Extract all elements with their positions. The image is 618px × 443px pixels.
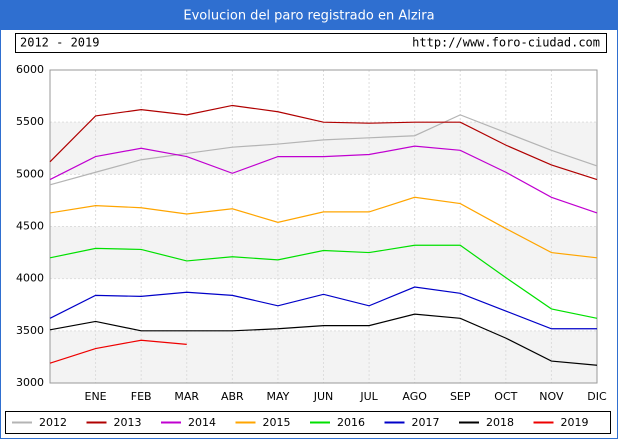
series-line (49, 286, 597, 330)
series-line (49, 114, 598, 186)
series-line (49, 339, 187, 364)
legend-label: 2019 (561, 416, 589, 429)
x-tick-label: DIC (587, 390, 607, 403)
legend-label: 2017 (412, 416, 440, 429)
legend-label: 2013 (114, 416, 142, 429)
x-tick-label: OCT (494, 390, 517, 403)
series-line (49, 313, 598, 366)
y-tick-label: 3000 (16, 376, 44, 389)
legend-label: 2014 (188, 416, 216, 429)
x-tick-label: ABR (221, 390, 244, 403)
source: http://www.foro-ciudad.com (412, 36, 600, 50)
info-box (15, 33, 607, 53)
subtitle: 2012 - 2019 (20, 36, 99, 50)
legend-label: 2018 (486, 416, 514, 429)
x-tick-label: MAR (174, 390, 199, 403)
x-tick-label: MAY (266, 390, 289, 403)
x-tick-label: JUN (313, 390, 334, 403)
plot-border (49, 69, 598, 384)
title-bar (1, 1, 617, 30)
x-tick-label: ENE (85, 390, 107, 403)
series-line (49, 145, 598, 214)
x-tick-label: JUL (359, 390, 378, 403)
legend-label: 2015 (263, 416, 291, 429)
x-tick-label: AGO (402, 390, 427, 403)
series-line (49, 104, 598, 181)
y-tick-label: 6000 (16, 63, 44, 76)
y-tick-label: 5000 (16, 167, 44, 180)
y-tick-label: 3500 (16, 324, 44, 337)
series-line (49, 244, 598, 319)
x-tick-label: NOV (539, 390, 564, 403)
y-tick-label: 4500 (16, 220, 44, 233)
x-tick-label: FEB (131, 390, 152, 403)
legend-label: 2012 (39, 416, 67, 429)
chart-title: Evolucion del paro registrado en Alzira (183, 9, 434, 24)
legend-label: 2016 (337, 416, 365, 429)
series-line (49, 196, 598, 259)
legend-box (5, 411, 611, 434)
y-tick-label: 5500 (16, 115, 44, 128)
x-tick-label: SEP (450, 390, 471, 403)
y-tick-label: 4000 (16, 272, 44, 285)
